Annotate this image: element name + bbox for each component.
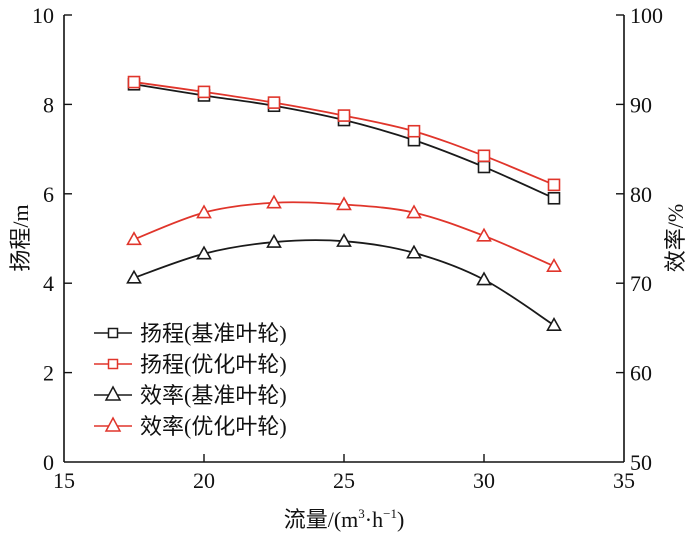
data-point-square bbox=[477, 149, 491, 163]
x-tick-label: 30 bbox=[473, 468, 495, 493]
data-point-triangle bbox=[546, 316, 562, 331]
data-point-square bbox=[267, 96, 281, 109]
data-point-triangle bbox=[126, 269, 142, 284]
x-axis-title-main: 流量/(m bbox=[284, 507, 359, 532]
series-line bbox=[133, 239, 555, 326]
data-point-triangle bbox=[406, 204, 422, 219]
data-point-triangle bbox=[336, 232, 352, 247]
data-point-triangle bbox=[266, 233, 282, 248]
x-tick-label: 25 bbox=[333, 468, 355, 493]
x-tick-label: 35 bbox=[613, 468, 635, 493]
x-tick-label: 20 bbox=[193, 468, 215, 493]
x-tick-label: 15 bbox=[53, 468, 75, 493]
x-axis-title-sup1: 3 bbox=[358, 506, 365, 521]
series-3 bbox=[126, 194, 562, 272]
data-point-triangle bbox=[196, 245, 212, 260]
legend-item: 扬程(优化叶轮) bbox=[94, 352, 287, 377]
data-point-square bbox=[547, 178, 561, 192]
data-point-triangle bbox=[476, 271, 492, 286]
y-left-tick-label: 2 bbox=[43, 361, 54, 386]
data-point-square bbox=[407, 124, 421, 138]
legend-label: 效率(优化叶轮) bbox=[140, 414, 287, 439]
y-left-tick-label: 6 bbox=[43, 182, 54, 207]
data-point-square bbox=[197, 85, 211, 99]
data-point-triangle bbox=[406, 244, 422, 259]
y-left-tick-label: 4 bbox=[43, 271, 54, 296]
legend-triangle-icon bbox=[104, 385, 122, 401]
legend: 扬程(基准叶轮) 扬程(优化叶轮) 效率(基准叶轮) 效率(优化叶轮) bbox=[94, 321, 287, 439]
y-right-tick-label: 70 bbox=[630, 271, 652, 296]
x-axis-title-end: ) bbox=[397, 507, 404, 532]
data-point-triangle bbox=[266, 194, 282, 209]
series-line bbox=[133, 83, 555, 200]
series-layer bbox=[126, 75, 562, 331]
series-2 bbox=[126, 232, 562, 331]
data-point-square bbox=[127, 75, 141, 89]
axes: 15 20 25 30 35 0 2 4 6 8 10 50 60 70 80 90 100 bbox=[32, 3, 663, 493]
series-1 bbox=[127, 75, 561, 192]
legend-label: 扬程(优化叶轮) bbox=[140, 352, 287, 377]
y-axis-right-title: 效率/% bbox=[663, 204, 688, 272]
y-right-tick-label: 80 bbox=[630, 182, 652, 207]
x-axis-title-mid: ·h bbox=[365, 507, 383, 532]
data-point-square bbox=[477, 160, 491, 174]
data-point-triangle bbox=[126, 231, 142, 246]
data-point-triangle bbox=[476, 227, 492, 242]
legend-item: 效率(基准叶轮) bbox=[94, 383, 287, 408]
legend-item: 效率(优化叶轮) bbox=[94, 414, 287, 439]
legend-item: 扬程(基准叶轮) bbox=[94, 321, 287, 346]
y-right-tick-label: 60 bbox=[630, 361, 652, 386]
y-right-tick-label: 100 bbox=[630, 3, 663, 28]
x-axis-title: 流量/(m3·h−1) bbox=[284, 506, 405, 532]
data-point-triangle bbox=[336, 196, 352, 211]
legend-label: 扬程(基准叶轮) bbox=[140, 321, 287, 346]
y-left-tick-label: 10 bbox=[32, 3, 54, 28]
data-point-square bbox=[547, 191, 561, 205]
x-axis-title-sup2: −1 bbox=[383, 506, 397, 521]
legend-square-icon bbox=[107, 327, 119, 339]
y-left-tick-label: 8 bbox=[43, 92, 54, 117]
legend-square-icon bbox=[107, 358, 119, 370]
data-point-triangle bbox=[546, 257, 562, 272]
y-axis-left-title: 扬程/m bbox=[8, 204, 33, 271]
legend-label: 效率(基准叶轮) bbox=[140, 383, 287, 408]
y-right-tick-label: 90 bbox=[630, 92, 652, 117]
legend-triangle-icon bbox=[104, 416, 122, 432]
y-right-tick-label: 50 bbox=[630, 450, 652, 475]
series-0 bbox=[127, 77, 561, 205]
data-point-square bbox=[337, 109, 351, 122]
data-point-triangle bbox=[196, 204, 212, 219]
y-left-tick-label: 0 bbox=[43, 450, 54, 475]
